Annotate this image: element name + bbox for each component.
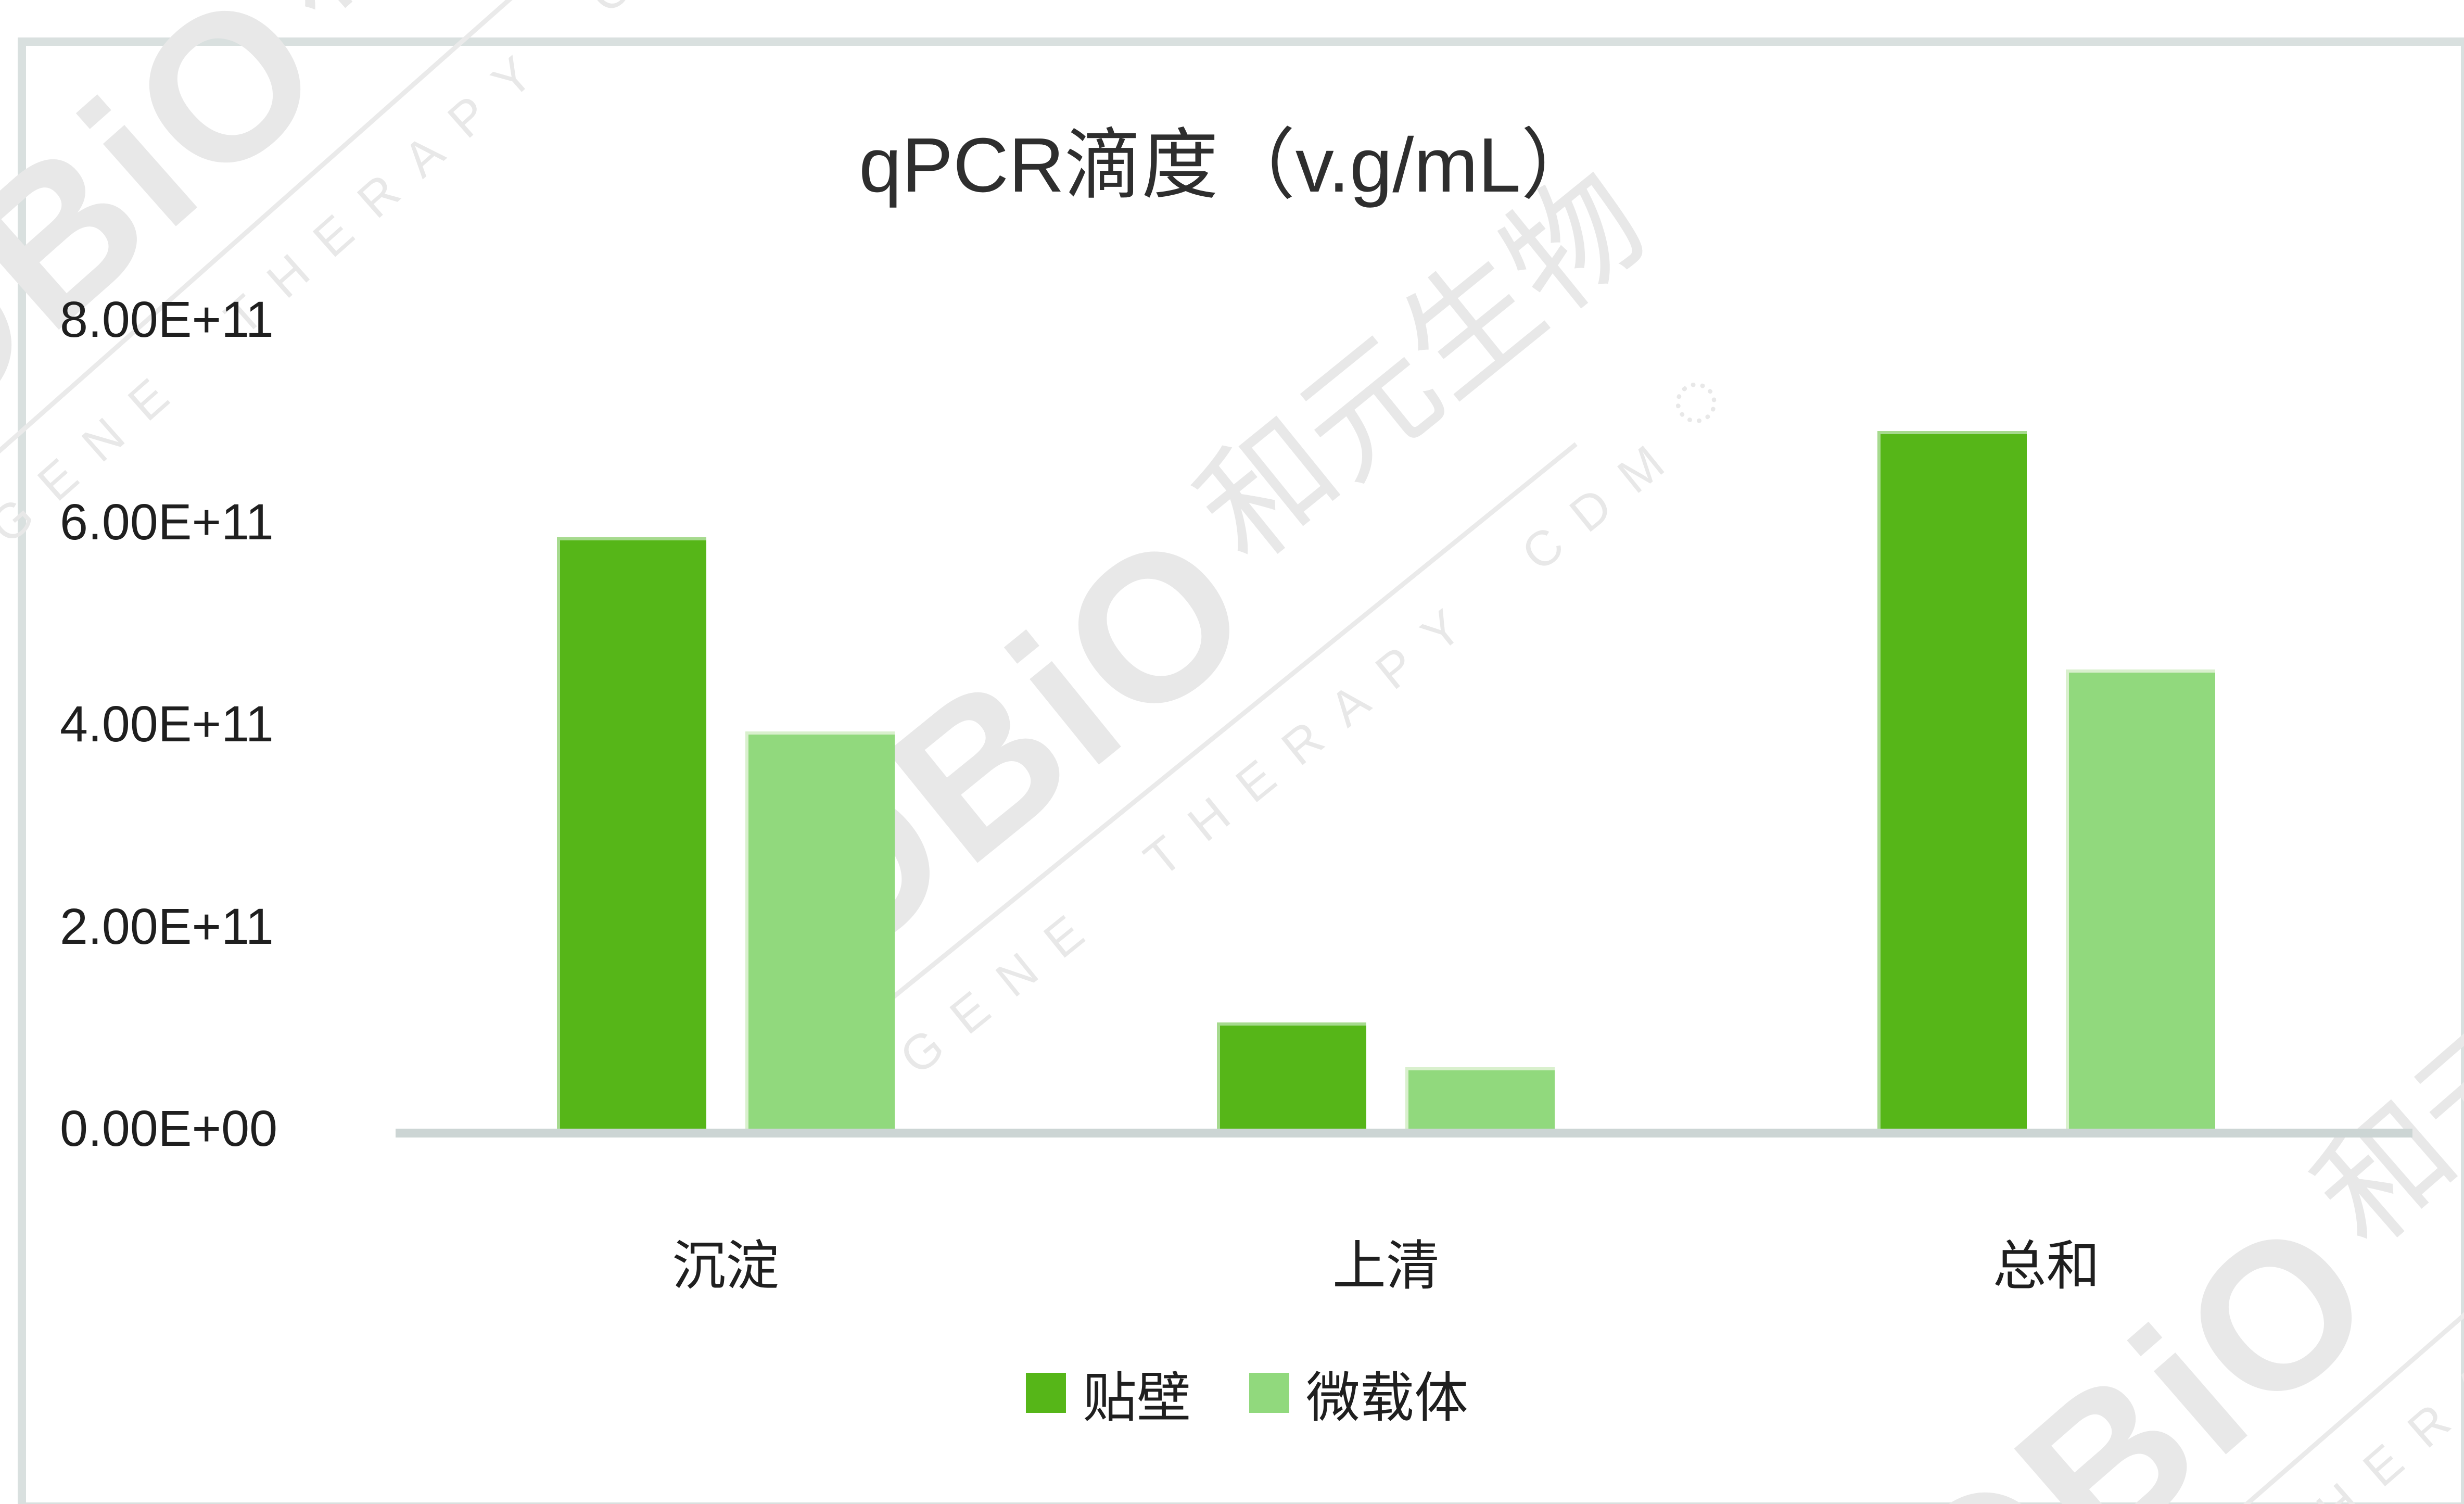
legend-item-贴壁: 贴壁 <box>1025 1354 1191 1432</box>
bar-贴壁-上清 <box>1217 1022 1367 1129</box>
x-axis-category-label: 沉淀 <box>672 1236 780 1296</box>
x-axis-category-label: 总和 <box>1992 1236 2100 1296</box>
bar-微载体-沉淀 <box>745 731 895 1129</box>
bar-微载体-上清 <box>1405 1067 1555 1129</box>
y-axis-tick-label: 8.00E+11 <box>60 291 274 348</box>
x-axis-category-label: 上清 <box>1332 1236 1440 1296</box>
legend-item-微载体: 微载体 <box>1249 1354 1468 1432</box>
bar-贴壁-总和 <box>1877 431 2027 1129</box>
legend-swatch <box>1249 1373 1289 1413</box>
chart-title: qPCR滴度（v.g/mL） <box>859 122 1598 208</box>
legend-label: 微载体 <box>1306 1368 1469 1429</box>
y-axis-tick-label: 4.00E+11 <box>60 696 274 752</box>
y-axis-tick-label: 2.00E+11 <box>60 898 274 955</box>
y-axis-tick-label: 6.00E+11 <box>60 493 274 550</box>
legend-label: 贴壁 <box>1082 1368 1191 1429</box>
legend: 贴壁 微载体 <box>1025 1354 1468 1432</box>
bar-贴壁-沉淀 <box>556 537 706 1129</box>
y-axis-tick-label: 0.00E+00 <box>60 1100 278 1157</box>
bar-微载体-总和 <box>2066 669 2215 1129</box>
x-axis-line <box>396 1129 2412 1138</box>
legend-swatch <box>1025 1373 1066 1413</box>
